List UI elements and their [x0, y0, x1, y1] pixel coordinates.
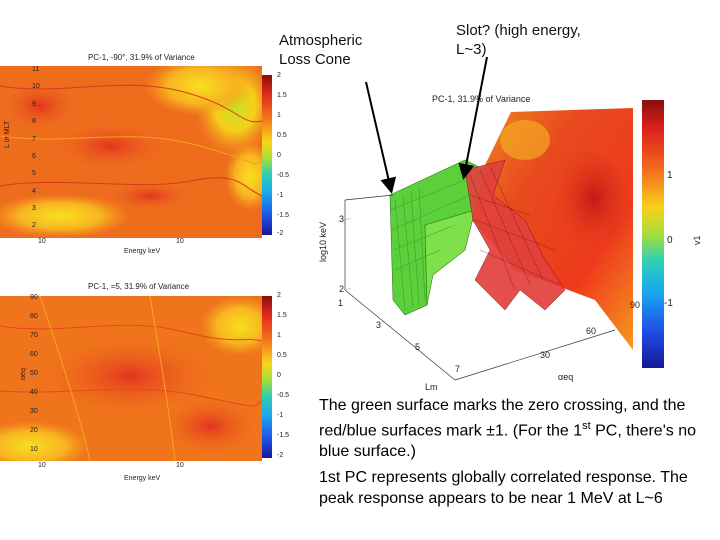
plot3d-axis-a: αeq: [558, 372, 574, 382]
plot3d-axis-l: Lm: [425, 382, 438, 392]
caption-surfaces: The green surface marks the zero crossin…: [319, 395, 714, 462]
bottom-colorbar-ticks: 2 1.5 1 0.5 0 -0.5 -1 -1.5 -2: [277, 292, 297, 462]
plot3d-ztick-3: 3: [339, 214, 345, 224]
plot3d-atick-60: 60: [586, 326, 597, 336]
top-ytick: 11: [32, 66, 40, 73]
plot3d-ltick-7: 7: [455, 364, 461, 374]
cbar-tick: 1: [277, 112, 281, 119]
cbar-tick: 1.5: [277, 92, 287, 99]
top-contour-plot: [0, 66, 262, 238]
bottom-ytick: 40: [30, 389, 38, 396]
caption-interpretation: 1st PC represents globally correlated re…: [319, 469, 688, 507]
plot3d-atick-90: 90: [630, 300, 641, 310]
bottom-xlabel: Energy keV: [124, 475, 161, 482]
top-yticks: 11 10 9 8 7 6 5 4 3 2: [32, 66, 46, 229]
bottom-plot-title-prefix: PC-1,: [88, 282, 109, 291]
top-ytick: 9: [32, 101, 36, 108]
cbar-tick: -1.5: [277, 432, 290, 439]
cbar-tick: -1: [277, 192, 284, 199]
cbar-tick: -0.5: [277, 392, 290, 399]
top-ytick: 7: [32, 136, 36, 143]
bottom-ytick: 20: [30, 427, 38, 434]
cbar-tick: -1.5: [277, 212, 290, 219]
bottom-ytick: 50: [30, 370, 38, 377]
cbar-tick: 1.5: [277, 312, 287, 319]
plot3d-atick-30: 30: [540, 350, 551, 360]
bottom-ytick: 90: [30, 294, 38, 301]
caption-surfaces-sup: st: [582, 420, 591, 432]
top-plot-title-prefix: PC-1,: [88, 53, 109, 62]
plot3d-ltick-3: 3: [376, 320, 382, 330]
plot3d-cbar-tick-1: 1: [667, 170, 673, 181]
bottom-ytick: 60: [30, 351, 38, 358]
plot3d-cbar-tick-m1: -1: [664, 298, 673, 309]
plot3d-title: PC-1, 31.9% of Variance: [432, 94, 531, 104]
bottom-ytick: 10: [30, 446, 38, 453]
top-ytick: 6: [32, 153, 36, 160]
bottom-yticks: 90 80 70 60 50 40 30 20 10: [30, 294, 44, 454]
top-ytick: 2: [32, 222, 36, 229]
cbar-tick: 0.5: [277, 132, 287, 139]
top-colorbar-ticks: 2 1.5 1 0.5 0 -0.5 -1 -1.5 -2: [277, 72, 297, 237]
annotation-loss-cone: Atmospheric Loss Cone: [279, 32, 363, 68]
top-ytick: 5: [32, 170, 36, 177]
caption-surfaces-b: PC, there's no blue surface.): [319, 422, 696, 461]
cbar-tick: 0: [277, 152, 281, 159]
caption-surfaces-a: The green surface marks the zero crossin…: [319, 397, 686, 440]
cbar-tick: -0.5: [277, 172, 290, 179]
top-xlabel: Energy keV: [124, 248, 161, 255]
cbar-tick: 1: [277, 332, 281, 339]
arrow-to-loss-cone: [365, 81, 397, 194]
top-ytick: 3: [32, 205, 36, 212]
cbar-tick: 0.5: [277, 352, 287, 359]
plot3d-figure: [344, 108, 633, 381]
top-ytick: 4: [32, 188, 36, 195]
bottom-plot-title: PC-1, =5, 31.9% of Variance: [88, 282, 268, 291]
bottom-ytick: 80: [30, 313, 38, 320]
plot3d-ltick-1: 1: [338, 298, 344, 308]
cbar-tick: -2: [277, 452, 284, 459]
top-ytick: 8: [32, 118, 36, 125]
arrow-to-slot: [458, 56, 488, 180]
cbar-tick: -1: [277, 412, 284, 419]
plot3d-cbar-tick-0: 0: [667, 235, 673, 246]
bottom-plot-title-rest: =5, 31.9% of Variance: [110, 282, 190, 291]
top-colorbar: [262, 75, 272, 235]
top-ytick: 10: [32, 83, 40, 90]
bottom-contour-plot: [0, 296, 262, 461]
annotation-slot: Slot? (high energy, L~3): [456, 22, 581, 58]
top-xtick-1: 10: [38, 238, 46, 245]
bottom-ytick: 30: [30, 408, 38, 415]
cbar-tick: 0: [277, 372, 281, 379]
cbar-tick: 2: [277, 292, 281, 299]
plot3d-colorbar: [642, 100, 664, 368]
cbar-tick: -2: [277, 230, 284, 237]
top-plot-title: PC-1, -90°, 31.9% of Variance: [88, 53, 268, 62]
plot3d-ltick-5: 5: [415, 342, 421, 352]
bottom-xtick-1: 10: [38, 462, 46, 469]
bottom-xtick-2: 10: [176, 462, 184, 469]
cbar-tick: 2: [277, 72, 281, 79]
top-plot-title-rest: -90°, 31.9% of Variance: [110, 53, 195, 62]
plot3d-ztick-2: 2: [339, 284, 345, 294]
bottom-ytick: 70: [30, 332, 38, 339]
bottom-colorbar: [262, 296, 272, 458]
top-xtick-2: 10: [176, 238, 184, 245]
